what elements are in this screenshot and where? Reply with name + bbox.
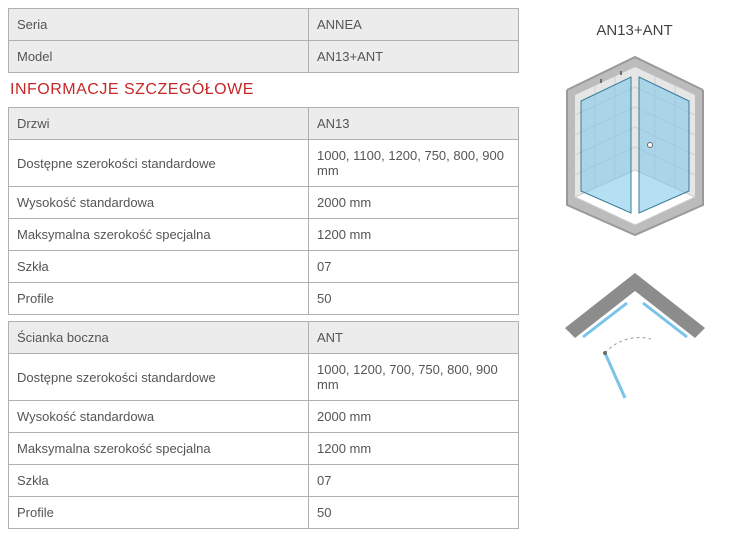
table-row: Szkła 07 — [9, 465, 519, 497]
side-row-4-label: Profile — [9, 497, 309, 529]
door-table: Drzwi AN13 Dostępne szerokości standardo… — [8, 107, 519, 315]
table-row: Profile 50 — [9, 497, 519, 529]
side-row-3-value: 07 — [309, 465, 519, 497]
side-header-label: Ścianka boczna — [9, 322, 309, 354]
side-row-2-value: 1200 mm — [309, 433, 519, 465]
door-row-1-value: 2000 mm — [309, 187, 519, 219]
header-table: Seria ANNEA Model AN13+ANT — [8, 8, 519, 73]
table-row: Dostępne szerokości standardowe 1000, 11… — [9, 140, 519, 187]
door-row-3-label: Szkła — [9, 251, 309, 283]
side-row-4-value: 50 — [309, 497, 519, 529]
table-row: Wysokość standardowa 2000 mm — [9, 401, 519, 433]
header-model-label: Model — [9, 41, 309, 73]
side-row-1-label: Wysokość standardowa — [9, 401, 309, 433]
table-row: Szkła 07 — [9, 251, 519, 283]
side-row-0-value: 1000, 1200, 700, 750, 800, 900 mm — [309, 354, 519, 401]
table-row: Drzwi AN13 — [9, 108, 519, 140]
side-row-3-label: Szkła — [9, 465, 309, 497]
table-row: Model AN13+ANT — [9, 41, 519, 73]
side-table: Ścianka boczna ANT Dostępne szerokości s… — [8, 321, 519, 529]
table-row: Maksymalna szerokość specjalna 1200 mm — [9, 219, 519, 251]
side-row-2-label: Maksymalna szerokość specjalna — [9, 433, 309, 465]
door-row-4-label: Profile — [9, 283, 309, 315]
door-row-1-label: Wysokość standardowa — [9, 187, 309, 219]
door-row-0-value: 1000, 1100, 1200, 750, 800, 900 mm — [309, 140, 519, 187]
side-row-0-label: Dostępne szerokości standardowe — [9, 354, 309, 401]
table-row: Seria ANNEA — [9, 9, 519, 41]
table-row: Maksymalna szerokość specjalna 1200 mm — [9, 433, 519, 465]
table-row: Dostępne szerokości standardowe 1000, 12… — [9, 354, 519, 401]
door-row-2-label: Maksymalna szerokość specjalna — [9, 219, 309, 251]
header-seria-value: ANNEA — [309, 9, 519, 41]
enclosure-3d-icon — [547, 45, 722, 245]
door-row-0-label: Dostępne szerokości standardowe — [9, 140, 309, 187]
diagram-title: AN13+ANT — [538, 22, 731, 39]
header-seria-label: Seria — [9, 9, 309, 41]
enclosure-plan-icon — [555, 263, 715, 413]
header-model-value: AN13+ANT — [309, 41, 519, 73]
door-header-label: Drzwi — [9, 108, 309, 140]
side-header-value: ANT — [309, 322, 519, 354]
door-row-2-value: 1200 mm — [309, 219, 519, 251]
side-row-1-value: 2000 mm — [309, 401, 519, 433]
diagram-panel: AN13+ANT — [538, 8, 731, 413]
table-row: Profile 50 — [9, 283, 519, 315]
table-row: Ścianka boczna ANT — [9, 322, 519, 354]
table-row: Wysokość standardowa 2000 mm — [9, 187, 519, 219]
section-title: INFORMACJE SZCZEGÓŁOWE — [10, 81, 518, 99]
spec-tables: Seria ANNEA Model AN13+ANT INFORMACJE SZ… — [8, 8, 518, 535]
door-row-3-value: 07 — [309, 251, 519, 283]
door-row-4-value: 50 — [309, 283, 519, 315]
door-header-value: AN13 — [309, 108, 519, 140]
